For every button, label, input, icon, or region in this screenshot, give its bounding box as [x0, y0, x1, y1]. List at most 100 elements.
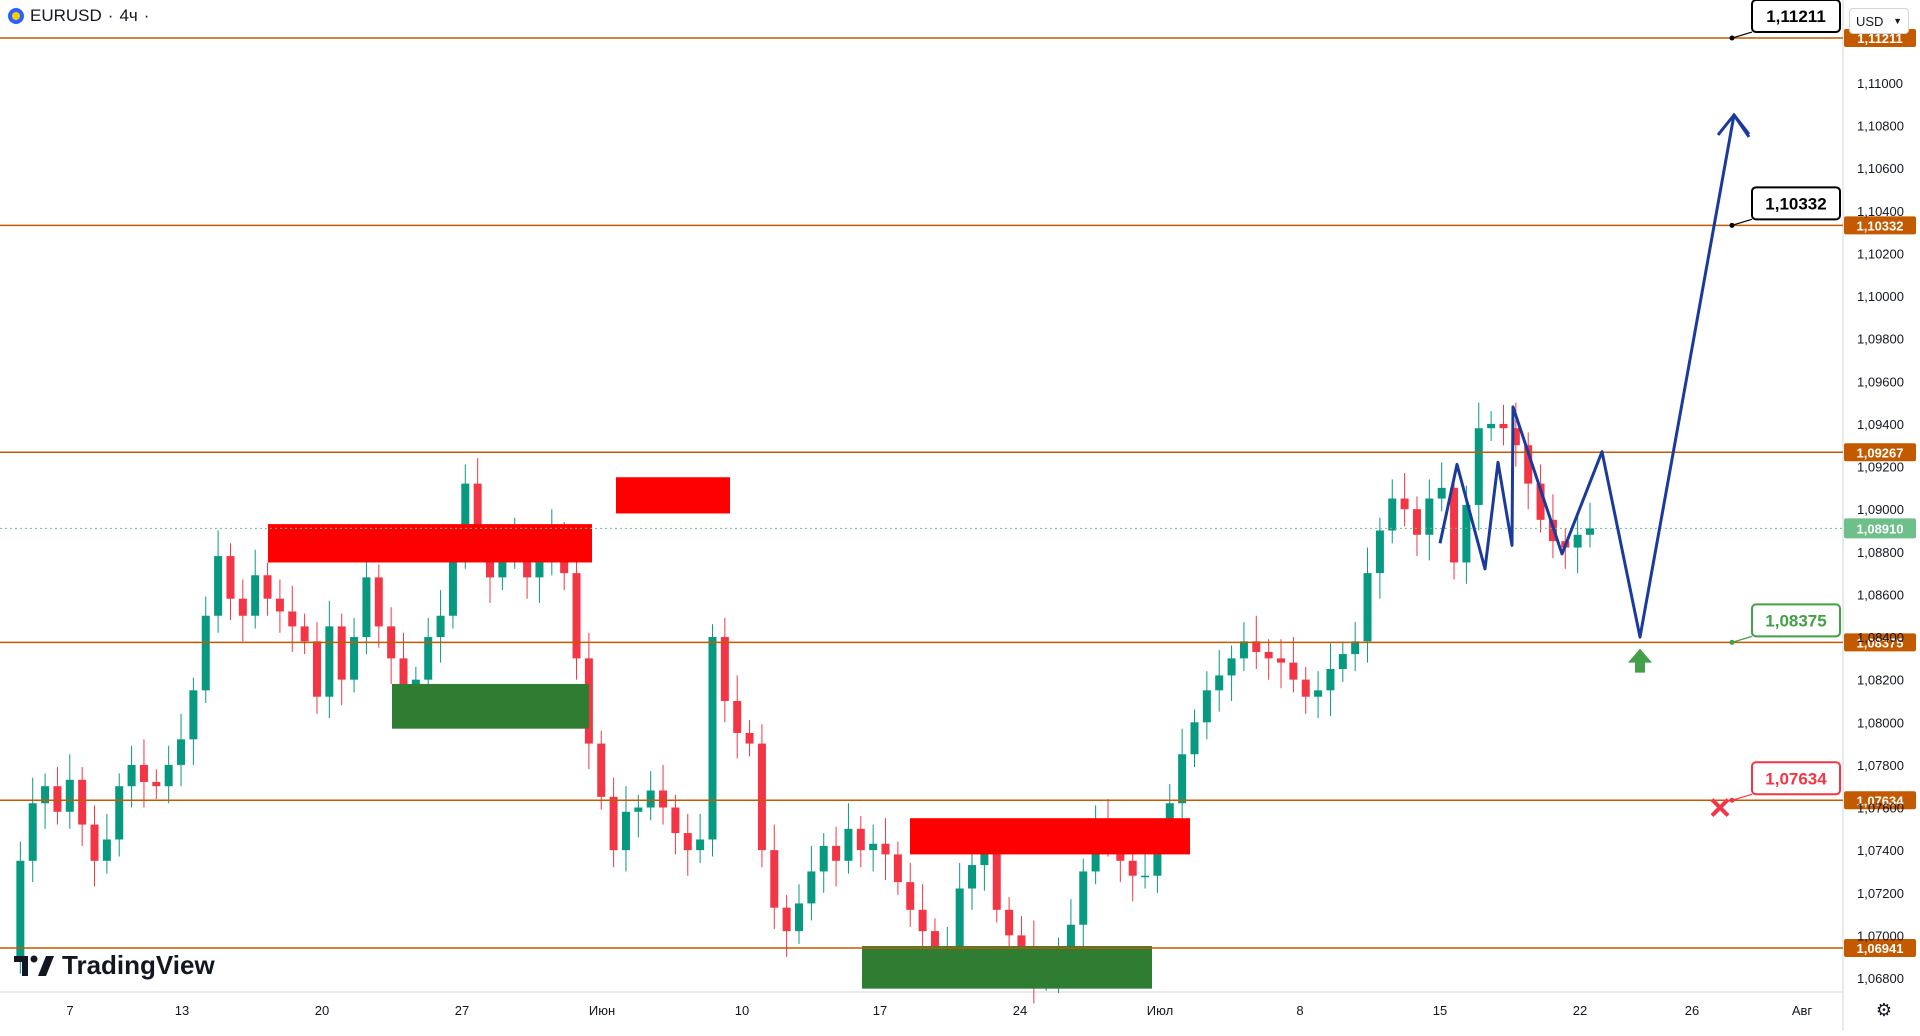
- candle: [238, 579, 247, 642]
- candle: [1536, 464, 1545, 533]
- candle-body: [1412, 509, 1421, 535]
- candle-body: [869, 843, 878, 851]
- projection-path: [1438, 113, 1751, 639]
- candle-body: [807, 871, 816, 904]
- candle: [1289, 637, 1298, 693]
- candle-body: [90, 824, 99, 861]
- candle-body: [127, 764, 136, 787]
- price-tick-label: 1,09400: [1857, 417, 1904, 432]
- candle: [1437, 462, 1446, 512]
- candle: [659, 764, 668, 825]
- currency-selector[interactable]: USD ▼: [1849, 8, 1909, 34]
- price-tick-label: 1,08200: [1857, 673, 1904, 688]
- level-price-tag: [1844, 791, 1916, 810]
- price-tick-label: 1,11000: [1857, 76, 1903, 91]
- candle: [1474, 402, 1483, 531]
- candle: [102, 813, 111, 874]
- time-tick-label: 15: [1433, 1003, 1447, 1018]
- candle: [115, 773, 124, 857]
- gear-icon[interactable]: ⚙: [1875, 1000, 1893, 1020]
- candle: [1227, 645, 1236, 701]
- symbol-header[interactable]: EURUSD · 4ч ·: [8, 6, 149, 26]
- level-price-tag: [1844, 938, 1916, 957]
- time-tick-label: 22: [1573, 1003, 1587, 1018]
- candle-body: [1239, 641, 1248, 659]
- candle: [300, 613, 309, 655]
- candle-body: [634, 807, 643, 812]
- candle-body: [844, 828, 853, 861]
- candle-body: [1277, 658, 1286, 663]
- candle-body: [189, 690, 198, 740]
- candle: [41, 773, 50, 829]
- candle: [65, 754, 74, 829]
- candle-body: [115, 786, 124, 840]
- candle-body: [1264, 651, 1273, 659]
- time-tick-label: Июл: [1147, 1003, 1173, 1018]
- time-tick-label: Авг: [1792, 1003, 1813, 1018]
- candle: [893, 841, 902, 895]
- candle-body: [238, 598, 247, 616]
- level-price-tag: [1844, 443, 1916, 462]
- callout-pointer: [1731, 635, 1753, 643]
- candle-body: [720, 637, 729, 701]
- candle: [139, 739, 148, 808]
- candle-body: [1326, 669, 1335, 691]
- callout-target: 1,11211: [1729, 0, 1841, 41]
- supply-zone: [910, 818, 1190, 855]
- chevron-down-icon: ▼: [1893, 16, 1902, 26]
- callout-box: [1751, 603, 1841, 638]
- callout-label: 1,10332: [1765, 194, 1826, 213]
- candle: [856, 816, 865, 868]
- candle: [1425, 479, 1434, 561]
- price-tick-label: 1,09600: [1857, 374, 1904, 389]
- candle-body: [362, 577, 371, 638]
- candle-body: [1363, 573, 1372, 642]
- candle: [214, 530, 223, 633]
- candle-body: [1005, 909, 1014, 936]
- logo-text: TradingView: [62, 950, 215, 980]
- current-price-tag: [1844, 518, 1916, 539]
- tradingview-logo[interactable]: TradingView: [14, 950, 215, 981]
- candle: [634, 794, 643, 838]
- candle-body: [572, 573, 581, 659]
- time-tick-label: 26: [1685, 1003, 1699, 1018]
- candle-body: [312, 641, 321, 697]
- supply-zone: [268, 524, 592, 563]
- candle-body: [337, 626, 346, 680]
- projection-arrowhead: [1716, 112, 1751, 138]
- candle: [745, 720, 754, 757]
- candle-body: [263, 575, 272, 599]
- candle-body: [1511, 428, 1520, 446]
- level-price-label: 1,10332: [1857, 218, 1904, 233]
- candle-body: [78, 779, 87, 825]
- candle: [1487, 411, 1496, 441]
- level-price-label: 1,11211: [1857, 31, 1903, 46]
- candle-body: [251, 575, 260, 616]
- candle-body: [992, 850, 1001, 910]
- callout-label: 1,08375: [1765, 611, 1826, 630]
- candle: [1338, 641, 1347, 682]
- candle-body: [1375, 530, 1384, 574]
- candle: [609, 777, 618, 868]
- candle-body: [473, 483, 482, 542]
- candle: [720, 617, 729, 723]
- separator-dot: ·: [107, 6, 114, 25]
- interval-label: 4ч: [119, 6, 138, 25]
- candle-body: [214, 556, 223, 616]
- candle-body: [1252, 641, 1261, 652]
- candle-body: [102, 839, 111, 861]
- candle-body: [1586, 528, 1594, 535]
- time-tick-label: 17: [873, 1003, 887, 1018]
- candle-body: [461, 483, 470, 552]
- candles-group: [16, 402, 1594, 1004]
- candle: [1573, 515, 1582, 574]
- time-tick-label: Июн: [589, 1003, 615, 1018]
- candle-body: [609, 796, 618, 851]
- candle-body: [436, 615, 445, 638]
- callout-anchor: [1729, 797, 1735, 803]
- candle: [1524, 432, 1533, 510]
- candle-body: [1462, 504, 1471, 563]
- callout-label: 1,07634: [1765, 769, 1827, 788]
